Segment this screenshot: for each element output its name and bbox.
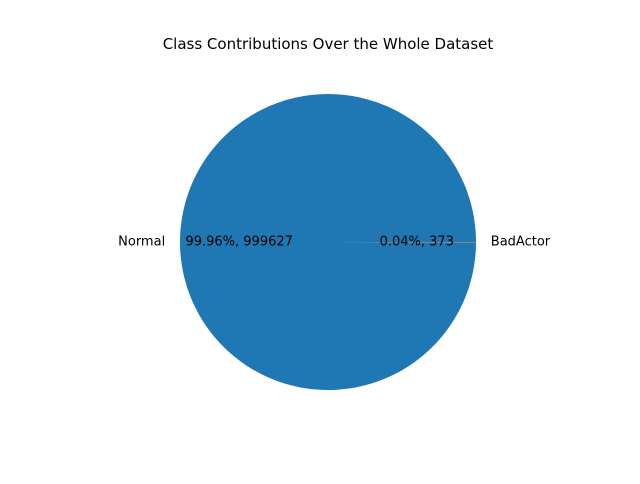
pie-label-badactor: BadActor bbox=[491, 235, 551, 250]
chart-title: Class Contributions Over the Whole Datas… bbox=[163, 35, 494, 53]
pie-value-label-normal: 99.96%, 999627 bbox=[185, 234, 292, 249]
pie-label-normal: Normal bbox=[118, 234, 165, 249]
pie-value-label-badactor: 0.04%, 373 bbox=[380, 235, 454, 250]
